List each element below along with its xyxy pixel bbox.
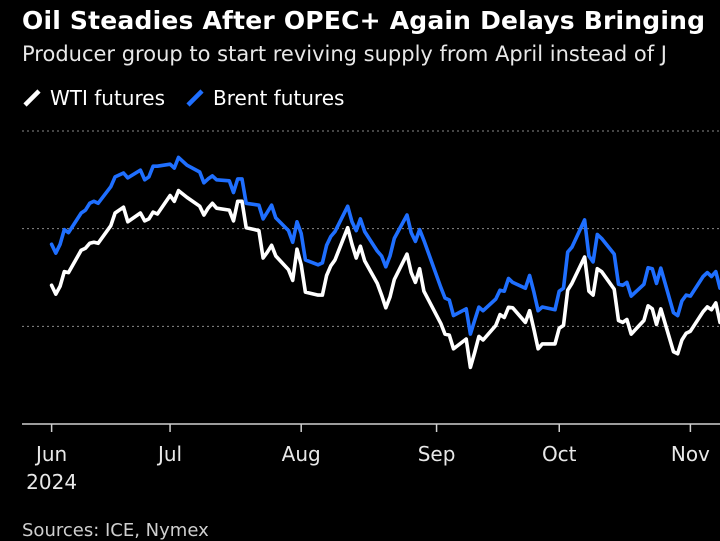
x-tick-label: Sep — [418, 442, 456, 466]
wti-line — [49, 188, 720, 370]
chart-title: Oil Steadies After OPEC+ Again Delays Br… — [22, 6, 706, 35]
legend-swatch-wti — [23, 89, 41, 107]
chart-subtitle: Producer group to start reviving supply … — [22, 42, 667, 66]
gridlines — [22, 130, 720, 327]
legend-label-wti: WTI futures — [50, 86, 165, 110]
brent-line — [49, 155, 720, 336]
series-lines — [49, 155, 720, 370]
source-note: Sources: ICE, Nymex — [22, 520, 209, 541]
legend-item-wti: WTI futures — [22, 86, 165, 110]
x-axis: Jun 2024 Jul Aug Sep Oct Nov — [22, 423, 720, 494]
x-tick-label: Oct — [542, 442, 577, 466]
x-tick-label: Nov — [671, 442, 710, 466]
x-tick-label: Jul — [156, 442, 182, 466]
x-tick-sublabel: 2024 — [26, 470, 77, 494]
legend-label-brent: Brent futures — [213, 86, 345, 110]
legend: WTI futures Brent futures — [22, 86, 344, 110]
legend-swatch-brent — [186, 89, 204, 107]
legend-item-brent: Brent futures — [185, 86, 344, 110]
x-tick-label: Aug — [282, 442, 321, 466]
x-tick-label: Jun — [34, 442, 67, 466]
